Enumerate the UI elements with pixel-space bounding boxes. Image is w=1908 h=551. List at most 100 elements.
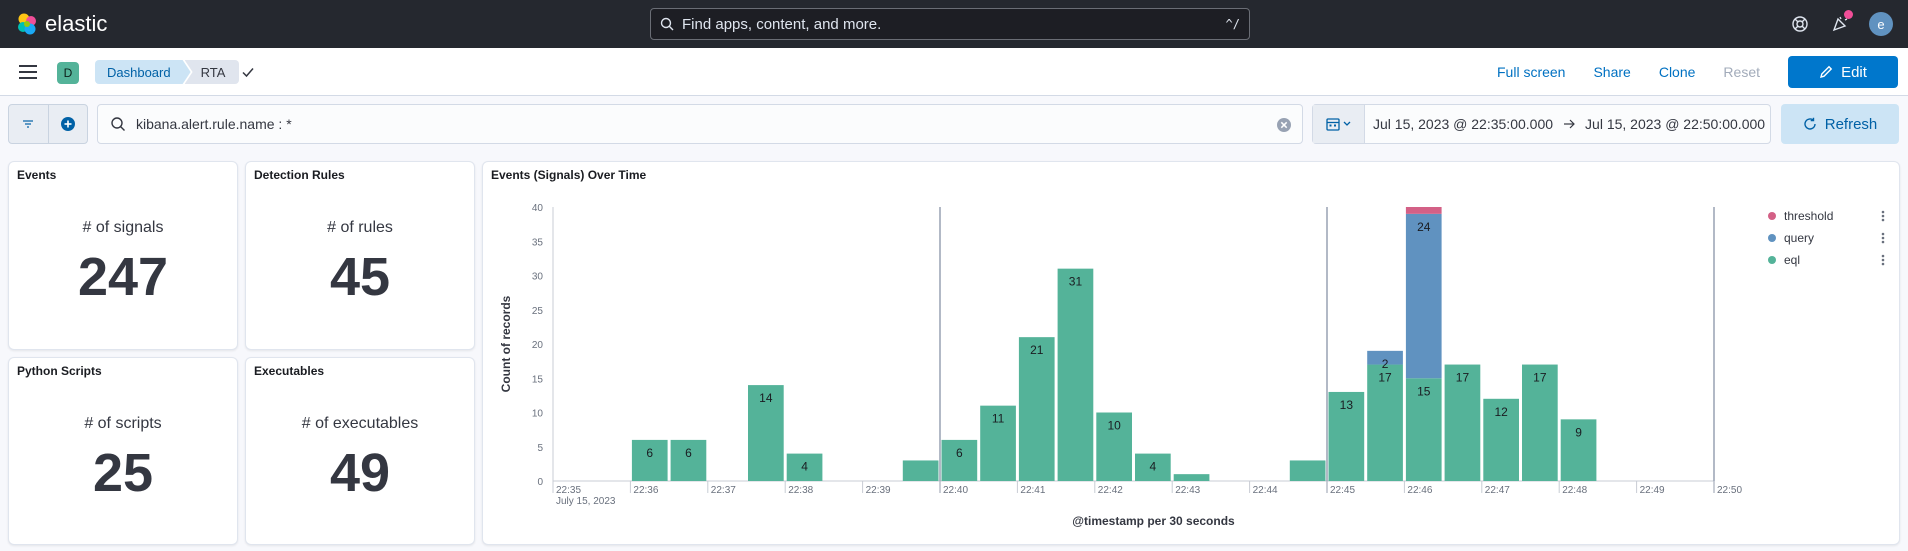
global-search[interactable]: ^/ — [650, 8, 1250, 40]
legend-item-threshold[interactable]: threshold — [1768, 208, 1888, 224]
bar-data-label: 17 — [1456, 371, 1470, 385]
bar-data-label: 11 — [992, 412, 1005, 426]
breadcrumb-dashboard[interactable]: Dashboard — [95, 60, 191, 84]
legend-options-icon[interactable] — [1881, 210, 1885, 225]
arrow-right-icon — [1563, 119, 1575, 129]
bar-data-label: 31 — [1069, 275, 1083, 289]
bar-eql — [786, 453, 823, 481]
hamburger-menu-icon[interactable] — [16, 60, 40, 84]
date-end[interactable]: Jul 15, 2023 @ 22:50:00.000 — [1585, 116, 1766, 132]
y-axis-title: Count of records — [499, 295, 513, 392]
bar-eql — [1018, 337, 1055, 481]
bar-eql — [1367, 364, 1403, 481]
bar-eql — [1483, 398, 1519, 481]
y-tick-label: 15 — [532, 374, 544, 385]
panel-title: Detection Rules — [254, 168, 345, 182]
bar-data-label: 9 — [1575, 425, 1582, 439]
x-tick-label: 22:42 — [1098, 485, 1123, 496]
full-screen-button[interactable]: Full screen — [1497, 64, 1566, 80]
bar-data-label: 6 — [685, 446, 692, 460]
panel-title: Events (Signals) Over Time — [491, 168, 647, 182]
clone-button[interactable]: Clone — [1658, 64, 1696, 80]
x-tick-label: 22:46 — [1407, 485, 1432, 496]
x-tick-label: 22:37 — [711, 485, 736, 496]
legend-color-dot — [1768, 212, 1776, 220]
date-start[interactable]: Jul 15, 2023 @ 22:35:00.000 — [1373, 116, 1554, 132]
bar-data-label: 24 — [1417, 220, 1431, 234]
metric-value: 247 — [77, 247, 169, 307]
bar-eql — [1444, 364, 1481, 481]
legend-color-dot — [1768, 234, 1776, 242]
legend-label: threshold — [1784, 209, 1834, 223]
x-tick-label: 22:47 — [1485, 485, 1510, 496]
filter-icon[interactable] — [9, 105, 48, 143]
legend-label: query — [1784, 231, 1815, 245]
executables-panel: Executables # of executables 49 — [245, 357, 475, 545]
share-button[interactable]: Share — [1593, 64, 1631, 80]
x-tick-label: 22:43 — [1175, 485, 1200, 496]
user-avatar[interactable]: e — [1869, 12, 1893, 36]
x-tick-label: 22:49 — [1640, 485, 1665, 496]
legend-item-query[interactable]: query — [1768, 230, 1888, 246]
bar-data-label: 17 — [1378, 371, 1392, 385]
bar-eql — [748, 385, 784, 481]
help-icon[interactable] — [1788, 12, 1812, 36]
refresh-icon — [1804, 117, 1816, 130]
legend-item-eql[interactable]: eql — [1768, 252, 1888, 268]
edit-button-label: Edit — [1841, 63, 1867, 81]
bar-data-label: 4 — [801, 460, 808, 474]
y-tick-label: 10 — [532, 409, 544, 420]
space-avatar[interactable]: D — [57, 62, 79, 84]
bar-data-label: 17 — [1533, 371, 1547, 385]
bar-eql — [670, 439, 707, 481]
metric-value: 49 — [329, 443, 391, 503]
detection-rules-panel: Detection Rules # of rules 45 — [245, 161, 475, 350]
query-text[interactable]: kibana.alert.rule.name : * — [136, 116, 292, 132]
bar-eql — [1096, 412, 1132, 481]
x-tick-label: 22:35 — [556, 485, 581, 496]
bar-eql — [1405, 378, 1442, 481]
bar-eql — [1522, 364, 1558, 481]
global-search-input[interactable] — [682, 15, 1202, 33]
legend-options-icon[interactable] — [1881, 232, 1885, 247]
python-scripts-panel: Python Scripts # of scripts 25 — [8, 357, 238, 545]
metric-label: # of scripts — [84, 415, 162, 432]
bar-data-label: 4 — [1150, 460, 1157, 474]
legend-color-dot — [1768, 256, 1776, 264]
bar-eql — [980, 405, 1016, 481]
pencil-icon — [1820, 65, 1833, 78]
bar-data-label: 10 — [1107, 419, 1121, 433]
reset-button[interactable]: Reset — [1723, 64, 1760, 80]
x-tick-label: 22:39 — [866, 485, 891, 496]
newsfeed-icon[interactable] — [1828, 10, 1853, 36]
search-icon — [660, 17, 674, 31]
metric-value: 45 — [329, 247, 391, 307]
query-input[interactable]: kibana.alert.rule.name : * — [97, 104, 1303, 144]
x-axis-title: @timestamp per 30 seconds — [1072, 514, 1235, 528]
bar-data-label: 2 — [1382, 357, 1389, 371]
plus-circle-icon[interactable] — [47, 105, 87, 143]
bar-data-label: 13 — [1340, 398, 1354, 412]
metric-label: # of signals — [82, 219, 164, 236]
events-panel: Events # of signals 247 — [8, 161, 238, 350]
check-icon — [240, 64, 256, 83]
bar-eql — [1135, 453, 1171, 481]
refresh-label: Refresh — [1824, 115, 1878, 133]
y-tick-label: 0 — [537, 477, 543, 488]
clear-icon[interactable] — [1276, 117, 1292, 136]
bar-data-label: 14 — [759, 391, 773, 405]
refresh-button[interactable]: Refresh — [1781, 104, 1899, 144]
bar-data-label: 21 — [1030, 343, 1044, 357]
bar-eql — [1057, 268, 1094, 481]
elastic-logo[interactable]: elastic — [15, 11, 107, 37]
bar-data-label: 6 — [956, 446, 963, 460]
y-tick-label: 35 — [532, 237, 544, 248]
legend-options-icon[interactable] — [1881, 254, 1885, 269]
x-axis-date-label: July 15, 2023 — [556, 496, 616, 507]
metric-label: # of rules — [327, 219, 393, 236]
calendar-icon[interactable] — [1313, 105, 1365, 143]
x-tick-label: 22:50 — [1717, 485, 1742, 496]
edit-button[interactable]: Edit — [1788, 56, 1898, 88]
x-tick-label: 22:38 — [788, 485, 813, 496]
